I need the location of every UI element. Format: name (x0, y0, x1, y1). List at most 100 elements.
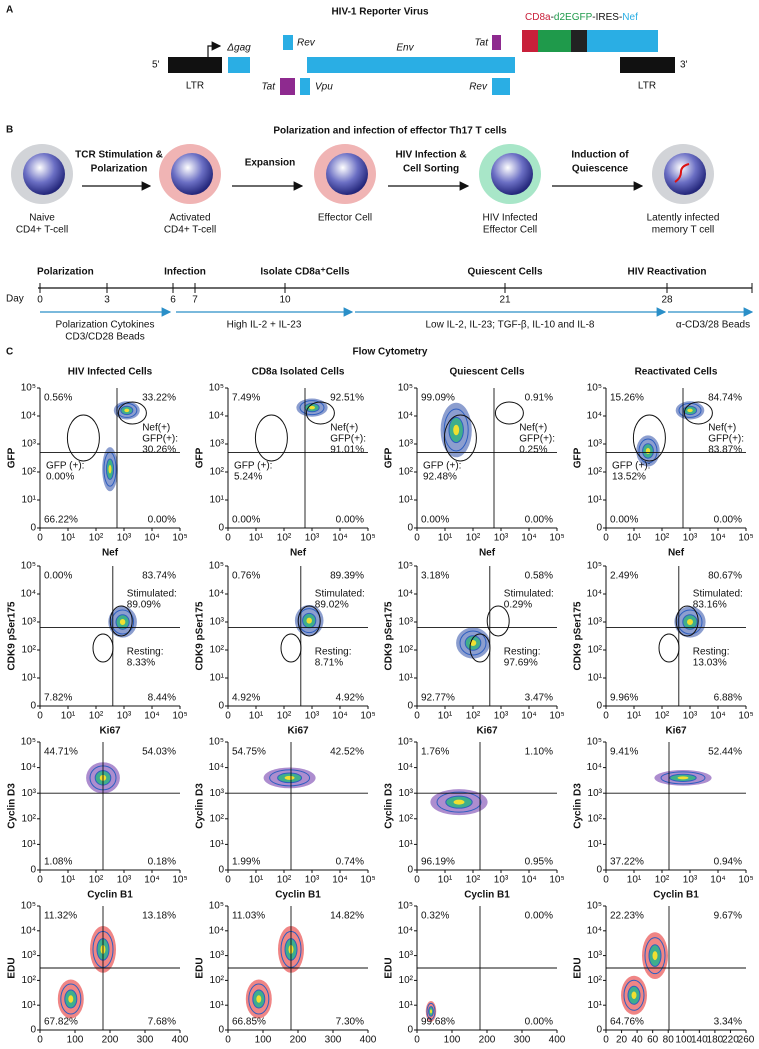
gate-label: Nef(+) (519, 423, 547, 434)
y-tick-label: 10¹ (588, 673, 603, 684)
step-label: Induction of (571, 150, 629, 161)
gate-label: 89.02% (315, 600, 349, 611)
gate (254, 414, 288, 462)
gate-label: Resting: (315, 647, 352, 658)
y-tick-label: 10⁵ (209, 737, 224, 748)
x-tick-label: 200 (479, 1035, 496, 1046)
gate-label: Resting: (127, 647, 164, 658)
gate-label: Nef(+) (708, 423, 736, 434)
x-tick-label: 10⁴ (144, 711, 159, 722)
quadrant-value: 0.00% (232, 515, 260, 526)
y-axis-label: GFP (384, 447, 395, 468)
x-tick-label: 0 (37, 533, 43, 544)
gate (92, 633, 114, 663)
quadrant-value: 22.23% (610, 911, 644, 922)
gate (658, 633, 680, 663)
quadrant-value: 0.95% (525, 857, 553, 868)
x-tick-label: 0 (603, 1035, 609, 1046)
gate-label: Resting: (693, 647, 730, 658)
x-tick-label: 10⁴ (144, 533, 159, 544)
quadrant-value: 0.00% (714, 515, 742, 526)
y-tick-label: 10¹ (210, 1000, 225, 1011)
quadrant-value: 8.44% (148, 693, 176, 704)
gate (117, 401, 147, 425)
x-tick-label: 300 (137, 1035, 154, 1046)
contour (299, 400, 325, 416)
nucleus (171, 153, 213, 195)
contour (660, 771, 706, 785)
y-tick-label: 10⁴ (209, 589, 224, 600)
y-axis-label: EDU (384, 957, 395, 978)
gate-label: GFP (+): (234, 461, 272, 472)
x-tick-label: 10³ (494, 533, 509, 544)
y-tick-label: 10² (210, 813, 225, 824)
phase-label: Quiescent Cells (467, 267, 542, 278)
quadrant-value: 0.00% (336, 515, 364, 526)
x-tick-label: 10² (466, 533, 481, 544)
x-tick-label: 200 (102, 1035, 119, 1046)
contour (645, 448, 651, 454)
gate-label: GFP(+): (519, 434, 555, 445)
contour (687, 619, 693, 625)
x-tick-label: 10⁵ (549, 875, 564, 886)
label: 3' (680, 60, 688, 71)
gate-label: 91.01% (330, 445, 364, 456)
x-tick-label: 0 (225, 533, 231, 544)
y-tick-label: 10³ (210, 950, 225, 961)
y-tick-label: 10² (399, 645, 414, 656)
quadrant-value: 0.00% (148, 515, 176, 526)
step-label: Polarization (91, 164, 148, 175)
x-axis-label: Nef (479, 548, 496, 559)
x-tick-label: 100 (67, 1035, 84, 1046)
y-axis-label: GFP (195, 447, 206, 468)
quadrant-value: 9.96% (610, 693, 638, 704)
quadrant-value: 9.41% (610, 747, 638, 758)
phase-label: Isolate CD8a⁺Cells (260, 267, 350, 278)
construct (571, 30, 587, 52)
x-tick-label: 10⁵ (549, 533, 564, 544)
quadrant-value: 0.94% (714, 857, 742, 868)
contour (306, 617, 312, 624)
quadrant-value: 0.00% (525, 911, 553, 922)
y-tick-label: 10⁴ (398, 589, 413, 600)
gene (280, 78, 295, 95)
x-tick-label: 0 (414, 875, 420, 886)
x-tick-label: 0 (603, 711, 609, 722)
y-tick-label: 0 (218, 523, 224, 534)
nucleus (326, 153, 368, 195)
y-axis-label: EDU (195, 957, 206, 978)
contour (111, 609, 135, 635)
construct-part: Nef (622, 12, 638, 23)
y-tick-label: 10³ (588, 617, 603, 628)
x-tick-label: 100 (675, 1035, 692, 1046)
x-tick-label: 0 (37, 1035, 43, 1046)
x-tick-label: 10³ (117, 875, 132, 886)
x-tick-label: 0 (37, 711, 43, 722)
gate-label: Stimulated: (504, 589, 554, 600)
nucleus (23, 153, 65, 195)
y-tick-label: 10⁴ (21, 925, 36, 936)
quadrant-value: 42.52% (330, 747, 364, 758)
quadrant-value: 7.49% (232, 393, 260, 404)
y-tick-label: 10⁵ (21, 561, 36, 572)
quadrant-value: 4.92% (336, 693, 364, 704)
y-tick-label: 10⁵ (209, 383, 224, 394)
x-tick-label: 0 (37, 875, 43, 886)
label: LTR (186, 81, 204, 92)
quadrant-value: 3.34% (714, 1017, 742, 1028)
gene (283, 35, 293, 50)
x-tick-label: 10⁵ (360, 875, 375, 886)
x-tick-label: 10³ (305, 711, 320, 722)
x-tick-label: 10³ (683, 533, 698, 544)
y-tick-label: 0 (407, 1025, 413, 1036)
gate-label: Stimulated: (127, 589, 177, 600)
y-tick-label: 10³ (210, 617, 225, 628)
y-tick-label: 10⁵ (21, 737, 36, 748)
x-tick-label: 10³ (117, 711, 132, 722)
x-axis-label: Nef (668, 548, 685, 559)
construct (522, 30, 538, 52)
y-tick-label: 10³ (22, 788, 37, 799)
x-tick-label: 0 (225, 1035, 231, 1046)
gate-label: 83.16% (693, 600, 727, 611)
x-tick-label: 10¹ (627, 533, 642, 544)
